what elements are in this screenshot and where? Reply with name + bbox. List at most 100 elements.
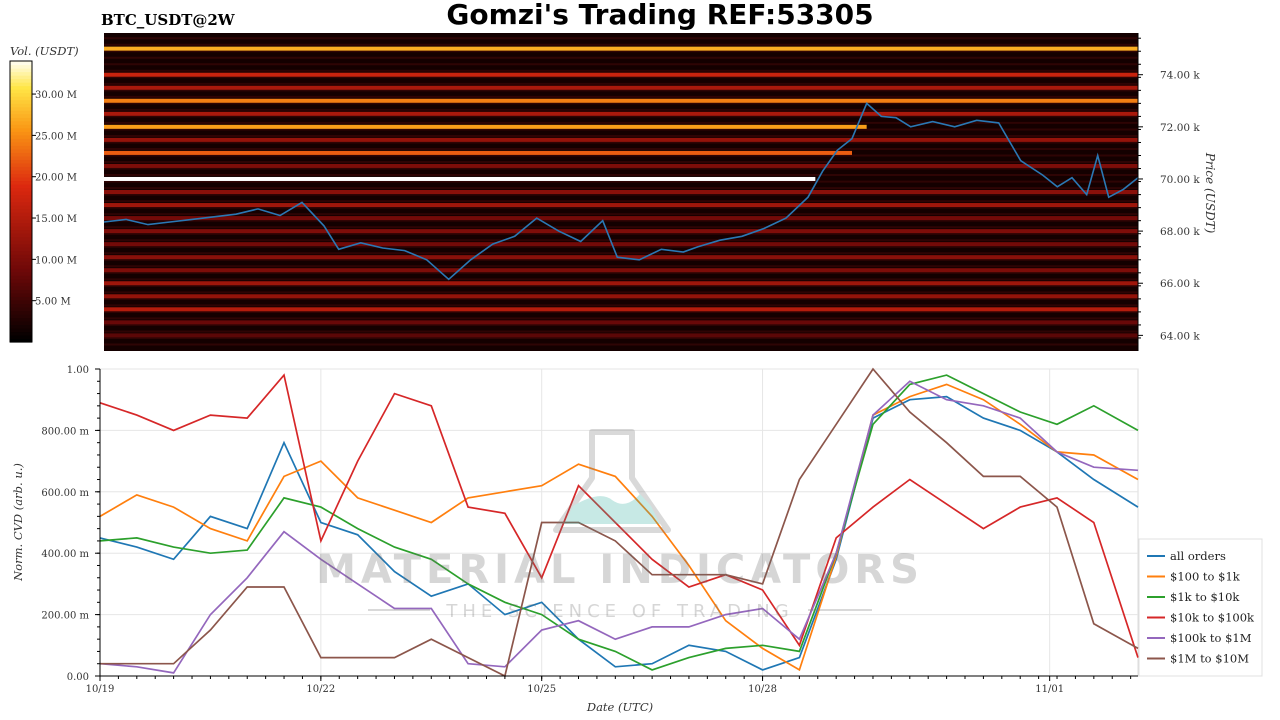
colorbar-segment xyxy=(10,113,32,118)
colorbar-segment xyxy=(10,145,32,150)
colorbar-segment xyxy=(10,296,32,301)
colorbar-segment xyxy=(10,299,32,304)
colorbar-segment xyxy=(10,261,32,266)
price-tick-label: 68.00 k xyxy=(1160,226,1200,238)
colorbar-segment xyxy=(10,169,32,174)
colorbar-segment xyxy=(10,78,32,83)
colorbar-segment xyxy=(10,89,32,94)
colorbar-segment xyxy=(10,190,32,196)
cvd-x-tick-label: 10/28 xyxy=(748,684,777,695)
colorbar-segment xyxy=(10,229,32,234)
colorbar-segment xyxy=(10,120,32,125)
liquidity-band xyxy=(104,281,1138,286)
colorbar-segment xyxy=(10,194,32,199)
legend-entry-label: $1k to $10k xyxy=(1170,590,1240,604)
colorbar-tick-label: 20.00 M xyxy=(35,173,77,184)
colorbar-segment xyxy=(10,264,32,269)
legend-entry-label: $1M to $10M xyxy=(1170,652,1249,666)
price-axis-label: Price (USDT) xyxy=(1203,152,1217,234)
liquidity-band xyxy=(104,268,1138,273)
colorbar-segment xyxy=(10,278,32,283)
series-line xyxy=(99,374,1139,671)
colorbar-segment xyxy=(10,117,32,122)
colorbar-segment xyxy=(10,331,32,336)
colorbar-segment xyxy=(10,306,32,311)
liquidity-band xyxy=(104,163,1138,168)
liquidity-band xyxy=(104,190,1138,194)
colorbar-segment xyxy=(10,247,32,252)
colorbar-segment xyxy=(10,233,32,238)
cvd-y-tick-label: 400.00 m xyxy=(41,549,89,560)
price-line xyxy=(103,102,1139,281)
cvd-y-tick-label: 1.00 xyxy=(67,365,89,376)
watermark: MATERIAL INDICATORS THE SCIENCE OF TRADIN… xyxy=(316,429,924,622)
colorbar-segment xyxy=(10,250,32,255)
colorbar-segment xyxy=(10,310,32,315)
price-tick-label: 70.00 k xyxy=(1160,174,1200,186)
colorbar-segment xyxy=(10,236,32,241)
liquidity-band xyxy=(104,333,1138,338)
cvd-y-tick-label: 600.00 m xyxy=(41,488,89,499)
colorbar-segment xyxy=(10,92,32,97)
colorbar-segment xyxy=(10,205,32,210)
colorbar-segment xyxy=(10,303,32,308)
colorbar-segment xyxy=(10,222,32,227)
series-line xyxy=(99,395,1139,671)
colorbar-segment xyxy=(10,96,32,101)
watermark-brand: MATERIAL INDICATORS xyxy=(316,547,924,593)
chart-title: Gomzi's Trading REF:53305 xyxy=(446,0,873,31)
colorbar-segment xyxy=(10,268,32,273)
colorbar-segment xyxy=(10,152,32,157)
colorbar-segment xyxy=(10,327,32,333)
liquidity-band xyxy=(104,98,1138,103)
colorbar-segment xyxy=(10,334,32,340)
colorbar-segment xyxy=(10,134,32,139)
colorbar-segment xyxy=(10,240,32,245)
colorbar-segment xyxy=(10,201,32,206)
colorbar-segment xyxy=(10,187,32,192)
colorbar-segment xyxy=(10,282,32,287)
legend-entry-label: all orders xyxy=(1170,549,1226,563)
colorbar: 5.00 M 10.00 M 15.00 M 20.00 M 25.00 M 30.00 … xyxy=(9,44,79,343)
legend: all orders $100 to $1k $1k to $10k $10k to … xyxy=(1138,538,1263,677)
price-tick-label: 74.00 k xyxy=(1160,70,1200,82)
colorbar-segment xyxy=(10,226,32,231)
colorbar-segment xyxy=(10,317,32,322)
series-line xyxy=(99,380,1139,674)
liquidity-band xyxy=(104,203,1138,208)
colorbar-segment xyxy=(10,285,32,290)
colorbar-segment xyxy=(10,243,32,248)
colorbar-segment xyxy=(10,131,32,136)
colorbar-segment xyxy=(10,138,32,143)
colorbar-segment xyxy=(10,85,32,90)
colorbar-segment xyxy=(10,103,32,108)
liquidity-band xyxy=(104,320,1138,325)
cvd-x-axis-label: Date (UTC) xyxy=(586,700,653,714)
symbol-label: BTC_USDT@2W xyxy=(101,11,236,29)
legend-box xyxy=(1138,538,1263,677)
series-line xyxy=(99,373,1139,658)
colorbar-segment xyxy=(10,166,32,171)
colorbar-segment xyxy=(10,75,32,80)
liquidity-band xyxy=(104,85,1138,90)
colorbar-segment xyxy=(10,71,32,76)
colorbar-segment xyxy=(10,148,32,153)
colorbar-segment xyxy=(10,254,32,259)
cvd-y-tick-label: 200.00 m xyxy=(41,611,89,622)
colorbar-segment xyxy=(10,289,32,294)
colorbar-segment xyxy=(10,127,32,132)
price-tick-label: 66.00 k xyxy=(1160,278,1200,290)
colorbar-tick-label: 15.00 M xyxy=(35,214,77,225)
colorbar-segment xyxy=(10,212,32,217)
colorbar-segment xyxy=(10,320,32,326)
flask-liquid-icon xyxy=(564,494,660,524)
liquidity-band xyxy=(104,46,1138,51)
cvd-y-axis-label: Norm. CVD (arb. u.) xyxy=(11,463,25,582)
liquidity-band xyxy=(104,229,1138,234)
cvd-x-tick-label: 10/19 xyxy=(86,684,115,695)
colorbar-segment xyxy=(10,271,32,276)
colorbar-segment xyxy=(10,61,32,66)
colorbar-tick-label: 5.00 M xyxy=(35,297,71,308)
cvd-y-tick-label: 800.00 m xyxy=(41,426,89,437)
